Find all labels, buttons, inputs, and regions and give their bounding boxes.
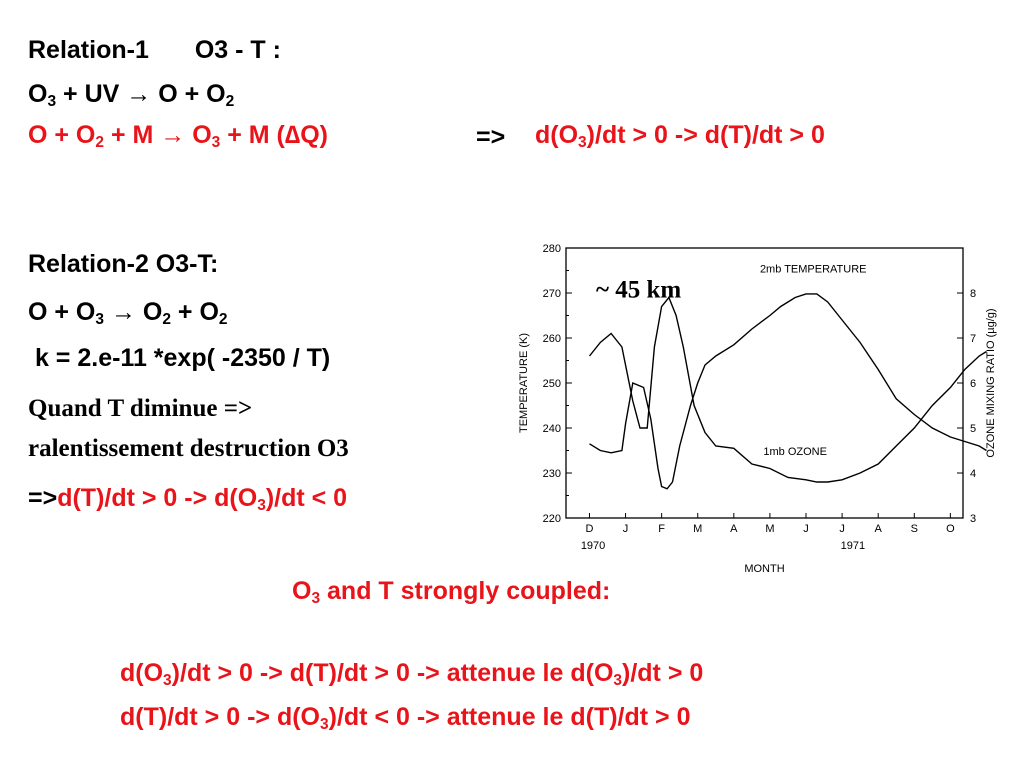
altitude-annotation: ~ 45 km — [596, 277, 681, 304]
y-right-tick-label: 7 — [970, 333, 976, 345]
year-label: 1970 — [581, 540, 605, 552]
y-left-tick-label: 250 — [543, 378, 561, 390]
summary-line-2: d(T)/dt > 0 -> d(O3)/dt < 0 -> attenue l… — [120, 703, 691, 733]
coupled-heading: O3 and T strongly coupled: — [292, 577, 611, 607]
relation2-text-line-2: ralentissement destruction O3 — [28, 435, 349, 462]
ozone-temperature-chart: 220 230 240 250 260 270 280 3 4 5 6 7 8 D J F M A M J J A S O 19… — [518, 243, 997, 575]
y-right-tick-label: 8 — [970, 288, 976, 300]
series-label-temperature: 2mb TEMPERATURE — [760, 263, 867, 275]
summary-line-1: d(O3)/dt > 0 -> d(T)/dt > 0 -> attenue l… — [120, 659, 704, 689]
relation1-equation-2: O + O2 + M → O3 + M (∆Q) — [28, 121, 328, 151]
x-axis-title: MONTH — [744, 563, 784, 575]
x-tick-label: A — [730, 523, 738, 535]
y-left-tick-label: 280 — [543, 243, 561, 255]
x-tick-label: F — [658, 523, 665, 535]
y-right-tick-label: 6 — [970, 378, 976, 390]
y-left-axis-title: TEMPERATURE (K) — [518, 333, 530, 433]
y-right-tick-label: 4 — [970, 468, 976, 480]
x-tick-label: J — [623, 523, 629, 535]
x-tick-label: S — [911, 523, 918, 535]
y-right-axis-title: OZONE MIXING RATIO (µg/g) — [985, 308, 997, 457]
year-label: 1971 — [841, 540, 865, 552]
chart-ticks — [566, 247, 963, 519]
x-tick-label: O — [946, 523, 955, 535]
relation1-arrow: => — [476, 123, 506, 151]
x-tick-label: A — [875, 523, 883, 535]
relation2-rate-constant: k = 2.e-11 *exp( -2350 / T) — [28, 344, 331, 372]
y-left-tick-label: 260 — [543, 333, 561, 345]
x-tick-label: J — [839, 523, 845, 535]
y-left-tick-label: 240 — [543, 423, 561, 435]
relation2-conclusion: =>d(T)/dt > 0 -> d(O3)/dt < 0 — [28, 484, 348, 514]
chart-labels: 220 230 240 250 260 270 280 3 4 5 6 7 8 D J F M A M J J A S O 19… — [518, 243, 997, 575]
y-right-tick-label: 5 — [970, 423, 976, 435]
series-line-temperature — [589, 293, 987, 490]
x-tick-label: M — [765, 523, 774, 535]
relation2-title: Relation-2 O3-T: — [28, 250, 219, 278]
relation1-title: Relation-1 O3 - T : — [28, 36, 281, 64]
x-tick-label: D — [585, 523, 593, 535]
relation1-result: d(O3)/dt > 0 -> d(T)/dt > 0 — [535, 121, 825, 151]
y-right-tick-label: 3 — [970, 513, 976, 525]
y-left-tick-label: 270 — [543, 288, 561, 300]
relation2-equation: O + O3 → O2 + O2 — [28, 298, 228, 328]
x-tick-label: J — [803, 523, 809, 535]
chart-series — [588, 293, 987, 490]
y-left-tick-label: 230 — [543, 468, 561, 480]
y-left-tick-label: 220 — [543, 513, 561, 525]
relation2-text-line-1: Quand T diminue => — [28, 395, 253, 422]
x-tick-label: M — [693, 523, 702, 535]
relation1-equation-1: O3 + UV → O + O2 — [28, 80, 235, 110]
series-line-ozone — [588, 296, 987, 483]
series-label-ozone: 1mb OZONE — [763, 446, 827, 458]
